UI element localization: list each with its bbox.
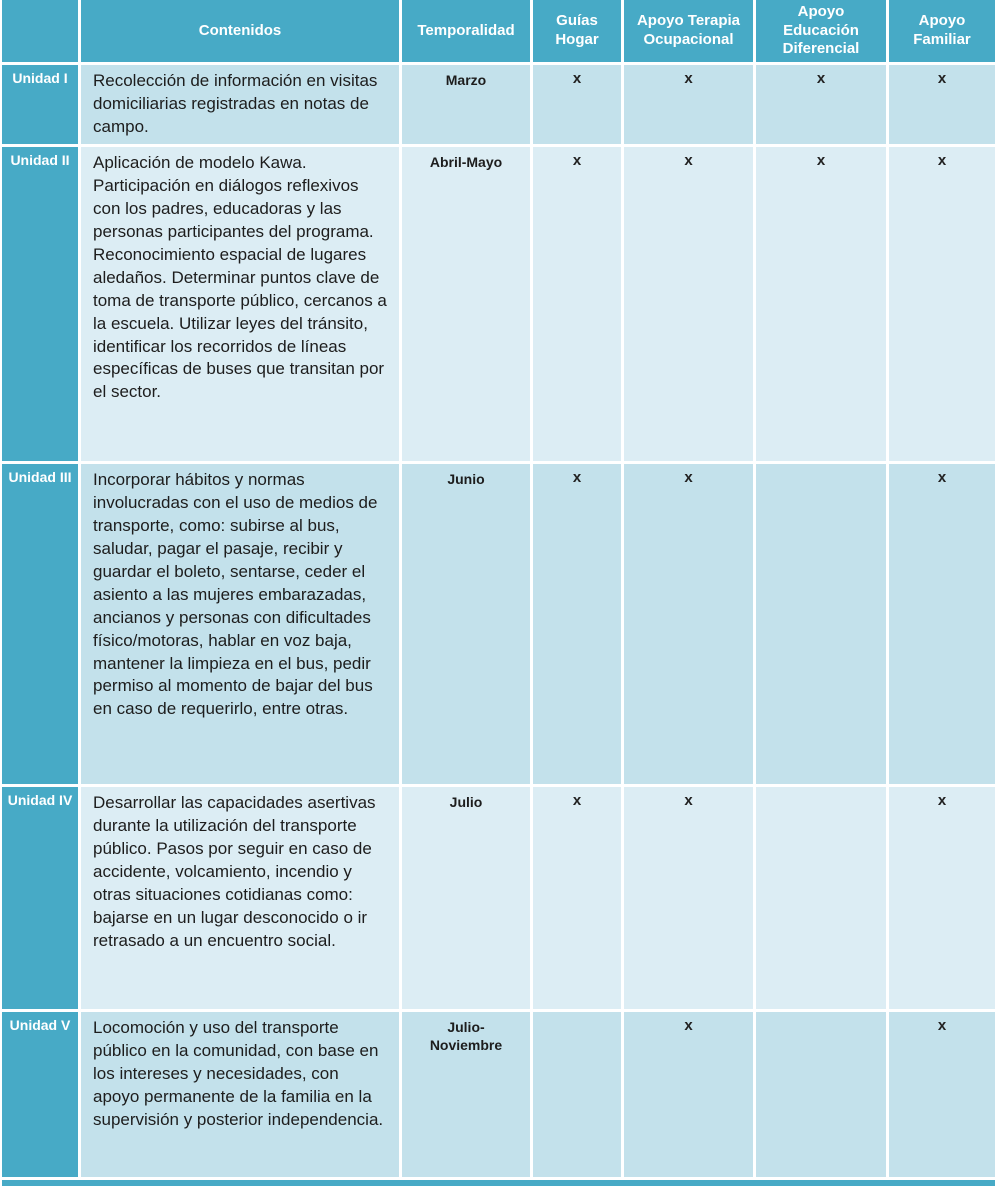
content-cell: Incorporar hábitos y normas involucradas… [81, 464, 399, 784]
temporality-cell: Junio [402, 464, 530, 784]
mark-cell-terapia-ocupacional: x [624, 1012, 753, 1177]
content-cell: Recolección de información en visitas do… [81, 65, 399, 144]
mark-cell-apoyo-familiar: x [889, 65, 995, 144]
mark-cell-guias-hogar: x [533, 147, 621, 461]
content-cell: Desarrollar las capacidades asertivas du… [81, 787, 399, 1009]
mark-cell-terapia-ocupacional: x [624, 464, 753, 784]
mark-cell-educacion-diferencial [756, 1012, 886, 1177]
header-corner [2, 0, 78, 62]
temporality-cell: Marzo [402, 65, 530, 144]
content-cell: Locomoción y uso del transporte público … [81, 1012, 399, 1177]
mark-cell-guias-hogar: x [533, 464, 621, 784]
header-temporalidad: Temporalidad [402, 0, 530, 62]
mark-cell-educacion-diferencial [756, 787, 886, 1009]
mark-cell-apoyo-familiar: x [889, 787, 995, 1009]
mark-cell-terapia-ocupacional: x [624, 65, 753, 144]
unit-label: Unidad II [2, 147, 78, 461]
temporality-cell: Abril-Mayo [402, 147, 530, 461]
mark-cell-apoyo-familiar: x [889, 1012, 995, 1177]
mark-cell-guias-hogar: x [533, 65, 621, 144]
header-apoyo-terapia-ocupacional: Apoyo Terapia Ocupacional [624, 0, 753, 62]
temporality-cell: Julio [402, 787, 530, 1009]
mark-cell-apoyo-familiar: x [889, 147, 995, 461]
mark-cell-guias-hogar: x [533, 787, 621, 1009]
header-contenidos: Contenidos [81, 0, 399, 62]
mark-cell-guias-hogar [533, 1012, 621, 1177]
header-apoyo-educacion-diferencial: Apoyo Educación Diferencial [756, 0, 886, 62]
mark-cell-educacion-diferencial: x [756, 65, 886, 144]
mark-cell-educacion-diferencial: x [756, 147, 886, 461]
mark-cell-terapia-ocupacional: x [624, 147, 753, 461]
unit-label: Unidad IV [2, 787, 78, 1009]
header-apoyo-familiar: Apoyo Familiar [889, 0, 995, 62]
mark-cell-educacion-diferencial [756, 464, 886, 784]
mark-cell-apoyo-familiar: x [889, 464, 995, 784]
unit-label: Unidad I [2, 65, 78, 144]
table-bottom-border [2, 1180, 995, 1186]
unit-label: Unidad III [2, 464, 78, 784]
header-guias-hogar: Guías Hogar [533, 0, 621, 62]
content-cell: Aplicación de modelo Kawa. Participación… [81, 147, 399, 461]
mark-cell-terapia-ocupacional: x [624, 787, 753, 1009]
temporality-cell: Julio-Noviembre [402, 1012, 530, 1177]
unit-label: Unidad V [2, 1012, 78, 1177]
